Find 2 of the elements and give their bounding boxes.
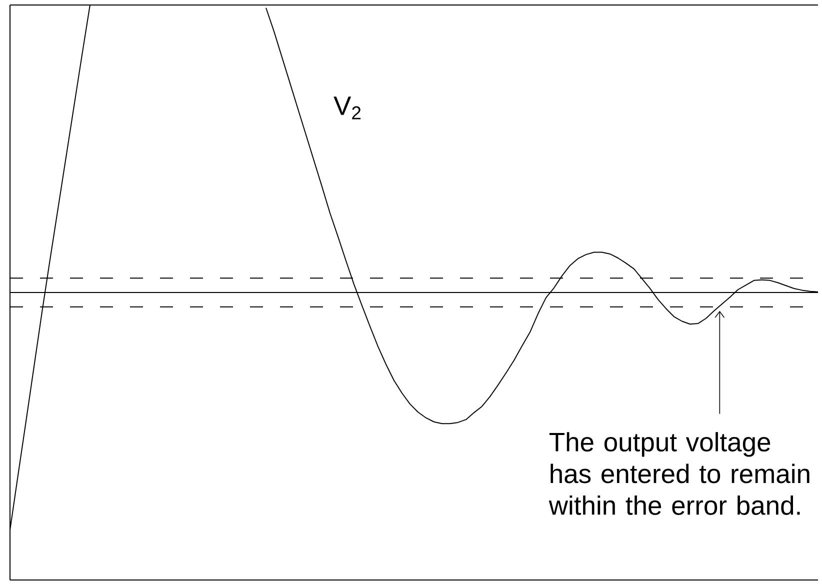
annotation: The output voltage has entered to remain within the error band. [548, 432, 810, 515]
series-label: V$_{2}$ [334, 96, 361, 120]
